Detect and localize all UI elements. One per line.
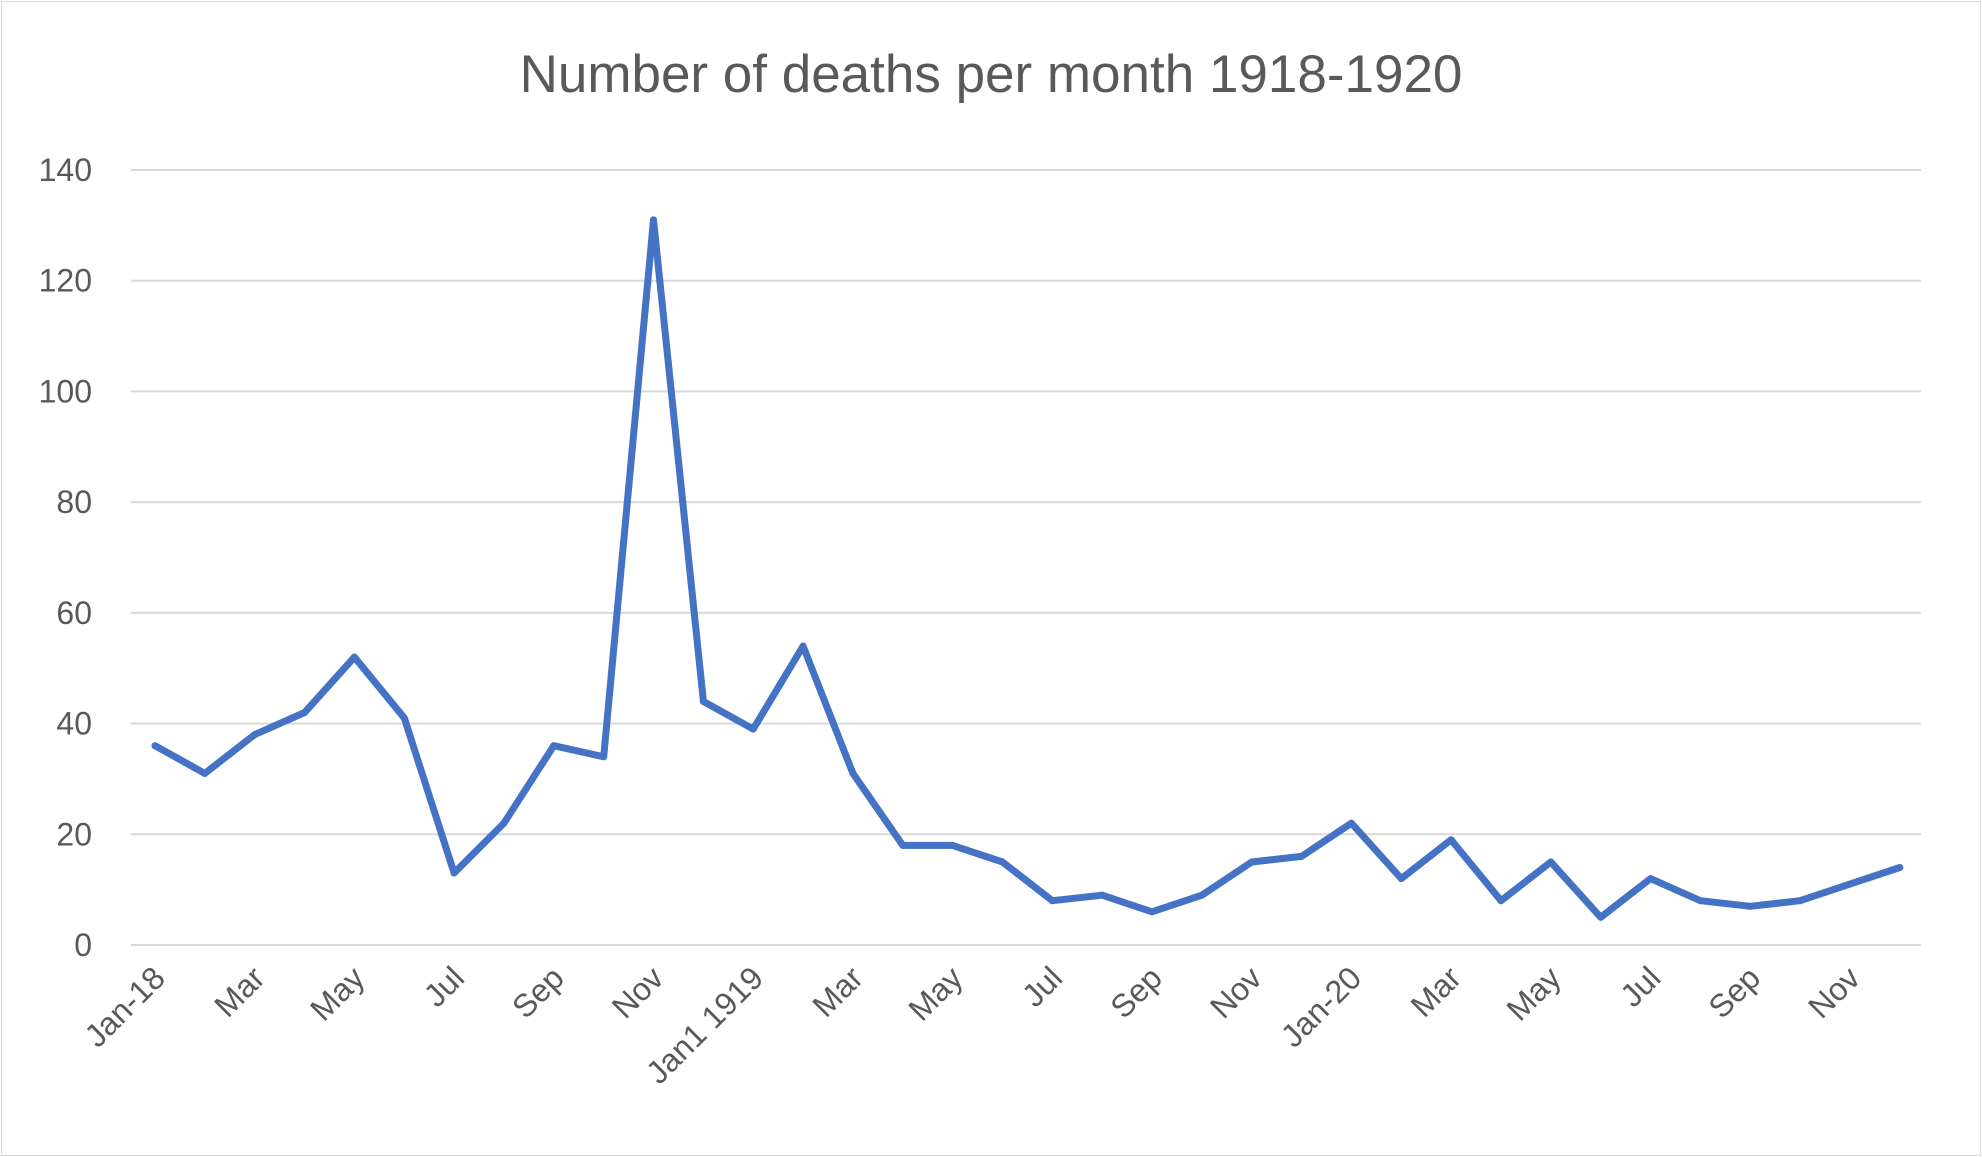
x-tick-label: Mar xyxy=(207,959,272,1024)
x-tick-label: May xyxy=(901,959,969,1027)
y-axis-ticks: 0 20 40 60 80 100 120 140 xyxy=(39,152,92,963)
data-point xyxy=(949,841,957,849)
data-point xyxy=(1098,891,1106,899)
data-point xyxy=(799,642,807,650)
x-tick-label: Mar xyxy=(1404,959,1469,1024)
data-point xyxy=(600,753,608,761)
data-point xyxy=(1846,880,1854,888)
data-point xyxy=(1298,852,1306,860)
data-point xyxy=(1647,875,1654,883)
x-tick-label: Nov xyxy=(605,959,671,1025)
x-tick-label: Jul xyxy=(1015,959,1069,1013)
data-point xyxy=(151,742,159,750)
x-tick-label: Jul xyxy=(1613,959,1667,1013)
y-tick-label: 40 xyxy=(56,706,92,742)
chart-title: Number of deaths per month 1918-1920 xyxy=(519,45,1463,104)
data-point xyxy=(550,742,558,750)
data-point xyxy=(201,769,209,777)
y-tick-label: 100 xyxy=(39,373,92,409)
x-tick-label: Sep xyxy=(505,959,571,1025)
data-point xyxy=(699,697,707,705)
data-point xyxy=(1547,858,1555,866)
x-tick-label: May xyxy=(1500,959,1568,1027)
data-point xyxy=(1597,913,1605,921)
data-point xyxy=(500,819,508,827)
x-tick-label: Sep xyxy=(1701,959,1767,1025)
data-point xyxy=(1397,875,1405,883)
data-point xyxy=(400,714,408,722)
data-point xyxy=(1048,897,1056,905)
data-point xyxy=(1347,819,1355,827)
data-point xyxy=(1746,902,1754,910)
x-tick-label: May xyxy=(303,959,371,1027)
series-line xyxy=(151,216,1904,921)
y-tick-label: 140 xyxy=(39,152,92,188)
y-tick-label: 120 xyxy=(39,263,92,299)
data-point xyxy=(1198,891,1206,899)
data-point xyxy=(450,869,458,877)
data-point xyxy=(350,653,358,661)
x-tick-label: Jan-20 xyxy=(1274,959,1369,1054)
x-tick-label: Mar xyxy=(805,959,870,1024)
data-point xyxy=(251,731,259,739)
x-tick-label: Nov xyxy=(1801,959,1867,1025)
x-tick-label: Nov xyxy=(1203,959,1269,1025)
data-point xyxy=(1497,897,1505,905)
data-point xyxy=(1447,836,1455,844)
x-tick-label: Jan-18 xyxy=(77,959,172,1054)
data-point xyxy=(849,769,857,777)
data-point xyxy=(650,216,657,224)
series-layer xyxy=(151,216,1904,921)
data-point xyxy=(1148,908,1156,916)
y-tick-label: 20 xyxy=(56,816,92,852)
data-point xyxy=(1796,897,1804,905)
x-tick-label: Sep xyxy=(1103,959,1169,1025)
data-point xyxy=(301,709,309,716)
data-point xyxy=(899,841,907,849)
data-point xyxy=(1896,864,1904,871)
data-point xyxy=(1696,897,1704,905)
y-tick-label: 0 xyxy=(74,927,92,963)
y-tick-label: 80 xyxy=(56,484,92,520)
data-point xyxy=(749,725,757,733)
x-tick-label: Jul xyxy=(417,959,471,1013)
data-point xyxy=(998,858,1006,866)
gridlines xyxy=(131,169,1921,946)
y-tick-label: 60 xyxy=(56,595,92,631)
data-point xyxy=(1248,858,1256,866)
